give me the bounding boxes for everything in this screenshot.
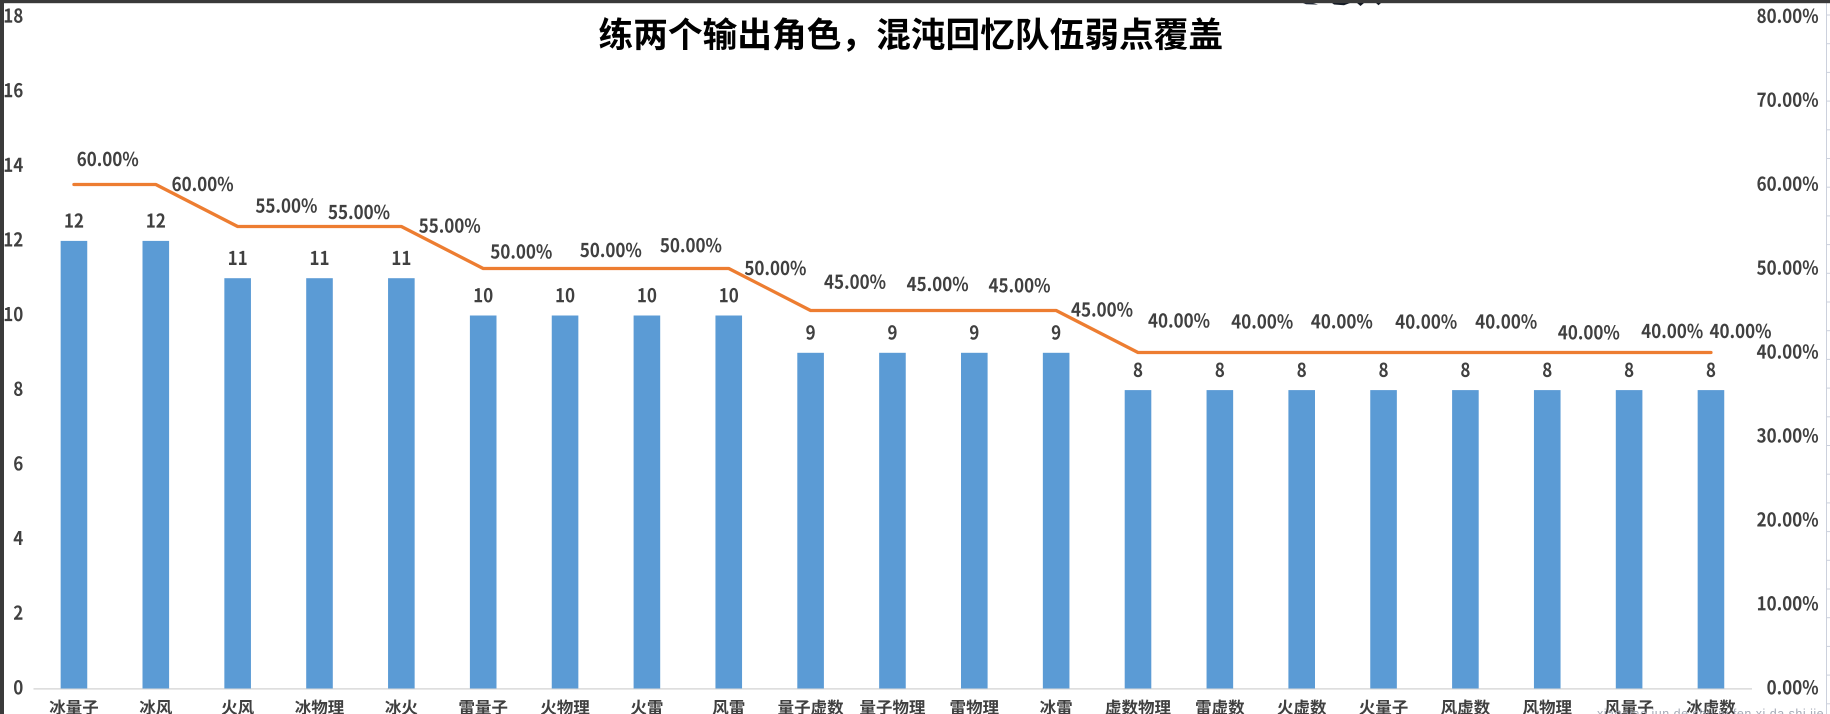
svg-text:xiao yao jun de shu ju fen xi: xiao yao jun de shu ju fen xi da shi jie [1597,707,1824,714]
